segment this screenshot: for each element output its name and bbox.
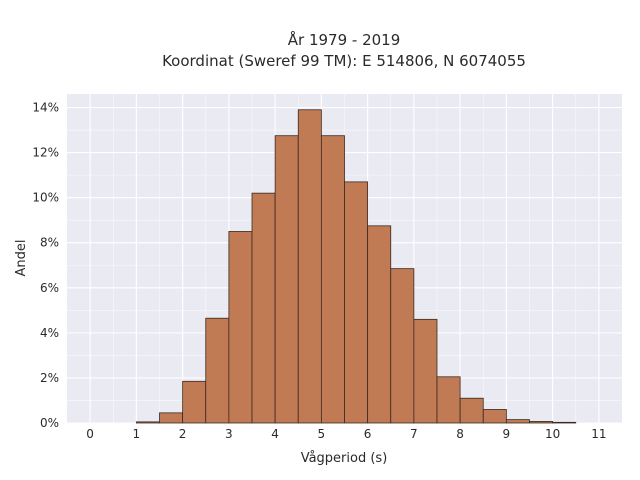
histogram-bar (182, 380, 207, 424)
x-axis-label: Vågperiod (s) (301, 451, 388, 466)
x-tick-label: 10 (545, 427, 560, 441)
histogram-bar (413, 318, 438, 424)
x-tick-label: 7 (410, 427, 418, 441)
histogram-bar (459, 397, 484, 424)
histogram-bar (320, 135, 345, 424)
histogram-bar (135, 421, 160, 424)
histogram-bar (367, 225, 392, 424)
x-tick-label: 9 (503, 427, 511, 441)
x-tick-label: 11 (591, 427, 606, 441)
y-axis-label: Andel (14, 240, 29, 277)
x-tick-label: 3 (225, 427, 233, 441)
histogram-bar (251, 192, 276, 424)
y-tick-label: 4% (40, 326, 59, 340)
x-tick-label: 6 (364, 427, 372, 441)
x-tick-label: 4 (271, 427, 279, 441)
y-tick-label: 8% (40, 236, 59, 250)
y-tick-label: 14% (32, 101, 59, 115)
histogram-bar (436, 376, 461, 424)
histogram-bar (228, 231, 253, 424)
x-tick-label: 5 (318, 427, 326, 441)
x-tick-label: 8 (456, 427, 464, 441)
y-axis-ticks: 0% 2% 4% 6% 8% 10% 12% 14% (32, 101, 59, 430)
x-tick-label: 1 (133, 427, 141, 441)
histogram-bar (505, 419, 530, 424)
histogram-bar (297, 109, 322, 424)
histogram-bar (482, 409, 507, 424)
y-tick-label: 12% (32, 146, 59, 160)
histogram-bar (344, 181, 369, 424)
histogram-bar (274, 135, 299, 424)
histogram-bars (135, 109, 577, 424)
histogram-bar (529, 421, 554, 424)
y-tick-label: 10% (32, 191, 59, 205)
y-tick-label: 6% (40, 281, 59, 295)
y-tick-label: 2% (40, 371, 59, 385)
x-axis-ticks: 0 1 2 3 4 5 6 7 8 9 10 11 (86, 427, 606, 441)
histogram-bar (390, 268, 415, 424)
x-tick-label: 0 (86, 427, 94, 441)
chart-subtitle: Koordinat (Sweref 99 TM): E 514806, N 60… (162, 52, 526, 70)
histogram-bar (552, 421, 577, 424)
y-tick-label: 0% (40, 416, 59, 430)
x-tick-label: 2 (179, 427, 187, 441)
histogram-bar (159, 412, 184, 424)
histogram-bar (205, 317, 230, 424)
chart-title: År 1979 - 2019 (288, 30, 401, 49)
